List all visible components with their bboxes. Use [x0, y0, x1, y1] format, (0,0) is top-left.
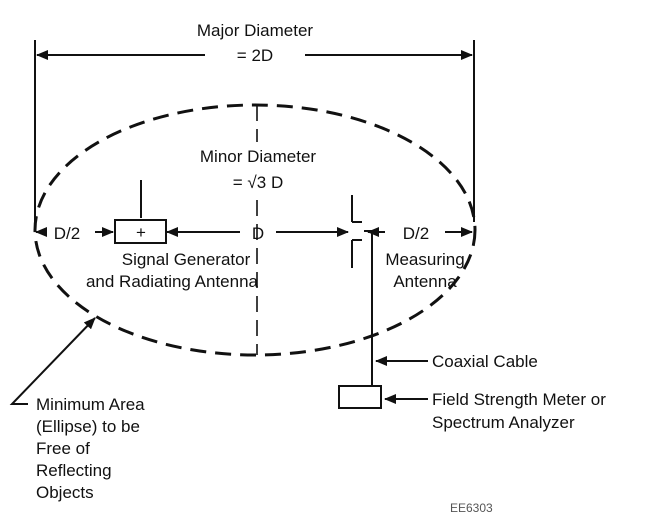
minimum-area-leader: [9, 317, 96, 405]
meter-label-2: Spectrum Analyzer: [432, 413, 575, 432]
major-diameter-value: = 2D: [237, 46, 273, 65]
signal-generator-box: [114, 219, 167, 244]
measuring-antenna-label-1: Measuring: [385, 250, 464, 269]
minimum-area-label-3: Free of: [36, 439, 90, 458]
signal-generator-label-1: Signal Generator: [122, 250, 251, 269]
center-distance-label: D: [252, 224, 264, 243]
half-right-label: D/2: [403, 224, 429, 243]
field-strength-meter-box: [338, 385, 382, 409]
minor-value-sqrt: √3: [247, 173, 266, 192]
minor-diameter-label: Minor Diameter: [200, 147, 317, 166]
minimum-area-label-1: Minimum Area: [36, 395, 145, 414]
minimum-area-label-4: Reflecting: [36, 461, 112, 480]
minor-value-suffix: D: [266, 173, 283, 192]
coaxial-cable-label: Coaxial Cable: [432, 352, 538, 371]
minimum-area-label-2: (Ellipse) to be: [36, 417, 140, 436]
minor-value-prefix: =: [233, 173, 248, 192]
half-left-label: D/2: [54, 224, 80, 243]
major-diameter-label: Major Diameter: [197, 21, 314, 40]
minimum-area-label-5: Objects: [36, 483, 94, 502]
measuring-antenna-label-2: Antenna: [393, 272, 457, 291]
minor-diameter-value: = √3 D: [233, 173, 283, 192]
meter-label-1: Field Strength Meter or: [432, 390, 606, 409]
signal-generator-label-2: and Radiating Antenna: [86, 272, 259, 291]
signal-generator-plus: +: [136, 223, 146, 242]
figure-code: EE6303: [450, 501, 493, 515]
